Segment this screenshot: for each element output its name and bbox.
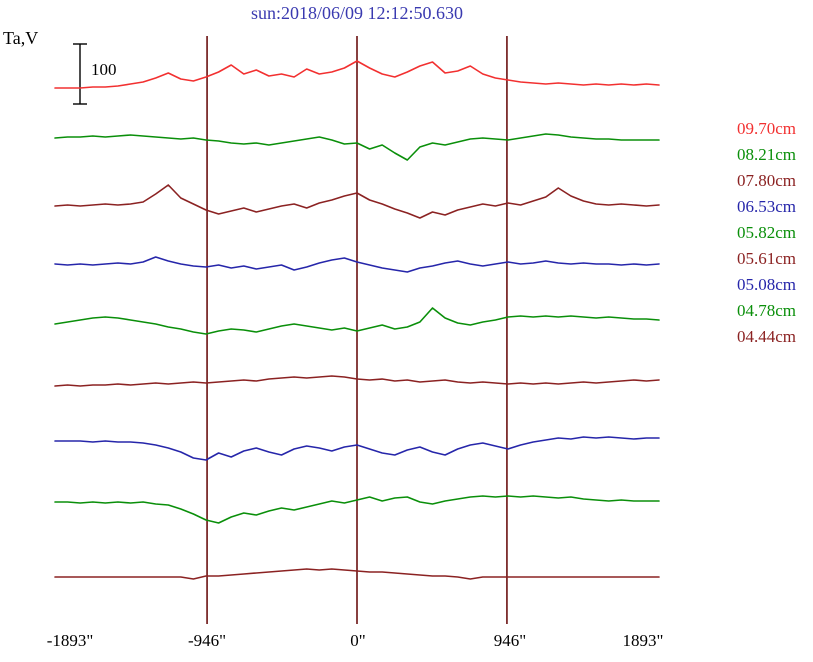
x-tick-label: -946" xyxy=(187,631,227,650)
trace-05.82cm xyxy=(54,307,660,335)
x-tick-label: 0" xyxy=(350,631,366,650)
legend-item-08.21cm: 08.21cm xyxy=(737,145,797,164)
chart-title: sun:2018/06/09 12:12:50.630 xyxy=(250,3,464,23)
y-axis-label: Ta,V xyxy=(3,28,39,48)
trace-06.53cm xyxy=(54,256,660,273)
legend-item-04.78cm: 04.78cm xyxy=(737,301,797,320)
x-tick-label: 1893" xyxy=(622,631,664,650)
x-tick-label: -1893" xyxy=(46,631,94,650)
trace-07.80cm xyxy=(54,184,660,219)
trace-08.21cm xyxy=(54,133,660,161)
trace-04.78cm xyxy=(54,495,660,524)
trace-05.08cm xyxy=(54,436,660,461)
scale-bar-label: 100 xyxy=(91,60,117,79)
legend-item-05.82cm: 05.82cm xyxy=(737,223,797,242)
legend-item-09.70cm: 09.70cm xyxy=(737,119,797,138)
legend-item-04.44cm: 04.44cm xyxy=(737,327,797,346)
legend-item-06.53cm: 06.53cm xyxy=(737,197,797,216)
legend-item-07.80cm: 07.80cm xyxy=(737,171,797,190)
trace-09.70cm xyxy=(54,60,660,89)
wavelength-legend: 09.70cm 08.21cm 07.80cm 06.53cm 05.82cm 05.61… xyxy=(737,116,796,350)
trace-04.44cm xyxy=(54,568,660,580)
trace-05.61cm xyxy=(54,375,660,387)
x-tick-label: 946" xyxy=(493,631,527,650)
legend-item-05.08cm: 05.08cm xyxy=(737,275,797,294)
legend-item-05.61cm: 05.61cm xyxy=(737,249,797,268)
